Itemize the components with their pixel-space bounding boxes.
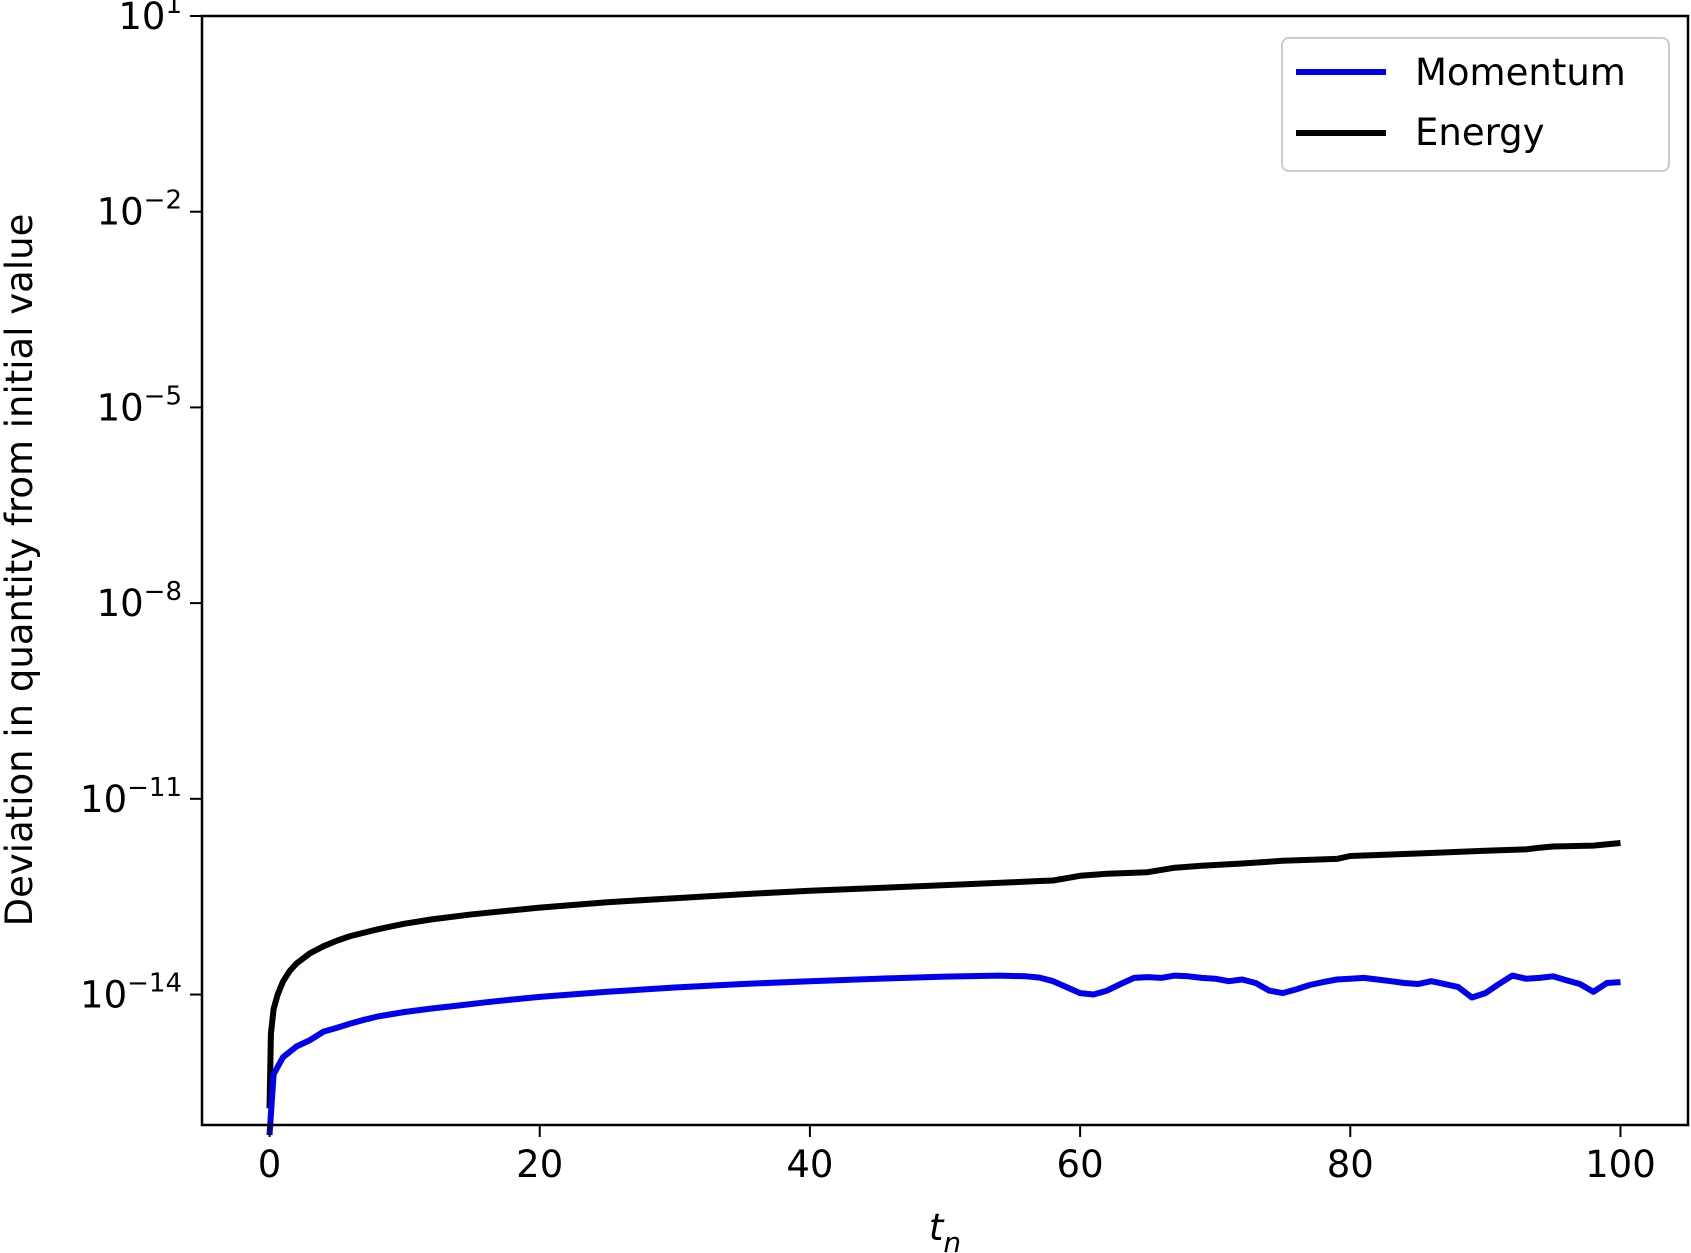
y-axis-label: Deviation in quantity from initial value — [0, 214, 41, 927]
y-tick-label: 10−11 — [80, 773, 182, 821]
legend-label-momentum: Momentum — [1415, 51, 1626, 94]
series-line-energy — [266, 840, 1621, 1109]
y-tick-label: 10−5 — [97, 381, 182, 429]
x-tick-label: 60 — [1057, 1143, 1104, 1186]
legend-label-energy: Energy — [1415, 111, 1545, 154]
x-tick-label: 20 — [516, 1143, 563, 1186]
series-line-momentum — [266, 972, 1621, 1136]
x-axis-label-main: t — [929, 1206, 945, 1249]
y-axis: 101 10−2 10−5 10−8 10−11 10−14 — [80, 0, 202, 1017]
legend: Momentum Energy — [1281, 37, 1670, 172]
x-tick-label: 80 — [1327, 1143, 1374, 1186]
x-axis-label-subscript: n — [943, 1226, 961, 1253]
y-tick-label: 101 — [118, 0, 182, 38]
y-tick-label: 10−2 — [97, 186, 182, 234]
x-tick-label: 0 — [258, 1143, 282, 1186]
series-lines — [266, 840, 1621, 1136]
x-axis: 0 20 40 60 80 100 — [258, 1125, 1656, 1186]
y-tick-label: 10−14 — [80, 969, 182, 1017]
plot-frame — [200, 14, 1690, 1127]
y-tick-label: 10−8 — [97, 577, 182, 625]
x-tick-label: 40 — [786, 1143, 833, 1186]
x-tick-label: 100 — [1585, 1143, 1656, 1186]
x-axis-label: tn — [929, 1206, 961, 1253]
